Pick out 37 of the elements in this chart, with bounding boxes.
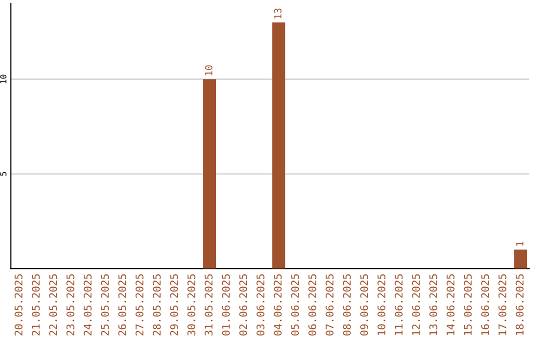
x-tick-label: 25.05.2025 — [101, 274, 109, 336]
bar — [272, 22, 286, 269]
x-tick-label: 04.06.2025 — [274, 274, 282, 336]
x-tick-label: 10.06.2025 — [377, 274, 386, 335]
x-tick-label: 15.06.2025 — [464, 274, 472, 335]
x-tick-label: 12.06.2025 — [412, 274, 420, 335]
x-tick-label: 21.05.2025 — [32, 274, 40, 336]
x-tick-label: 13.06.2025 — [429, 274, 438, 335]
bar — [514, 250, 528, 269]
x-tick-label: 28.05.2025 — [152, 274, 161, 336]
x-tick-label: 29.05.2025 — [170, 274, 178, 336]
x-tick-label: 16.06.2025 — [481, 274, 490, 335]
bar — [203, 79, 216, 269]
data-label: 10 — [205, 65, 212, 76]
x-tick-label: 05.06.2025 — [291, 274, 299, 336]
y-tick-label: 5 — [0, 172, 6, 176]
x-tick-label: 06.06.2025 — [308, 274, 316, 336]
data-label: 1 — [516, 242, 524, 246]
x-tick-label: 01.06.2025 — [222, 274, 230, 336]
x-tick-label: 18.06.2025 — [516, 274, 524, 335]
x-tick-label: 22.05.2025 — [49, 274, 58, 336]
x-tick-label: 24.05.2025 — [84, 274, 92, 336]
x-tick-label: 07.06.2025 — [326, 274, 334, 336]
x-tick-label: 23.05.2025 — [66, 274, 74, 336]
x-tick-label: 11.06.2025 — [394, 274, 403, 335]
x-tick-label: 30.05.2025 — [187, 274, 196, 336]
x-tick-label: 02.06.2025 — [239, 274, 248, 336]
x-tick-label: 09.06.2025 — [360, 274, 368, 336]
x-tick-label: 08.06.2025 — [342, 274, 351, 336]
x-tick-label: 27.05.2025 — [136, 274, 144, 336]
x-tick-label: 20.05.2025 — [14, 274, 22, 336]
x-tick-label: 14.06.2025 — [446, 274, 454, 335]
x-tick-label: 17.06.2025 — [498, 274, 506, 335]
x-tick-label: 31.05.2025 — [204, 274, 213, 336]
data-label: 13 — [274, 8, 282, 18]
x-tick-label: 03.06.2025 — [256, 274, 264, 336]
x-tick-label: 26.05.2025 — [118, 274, 126, 336]
